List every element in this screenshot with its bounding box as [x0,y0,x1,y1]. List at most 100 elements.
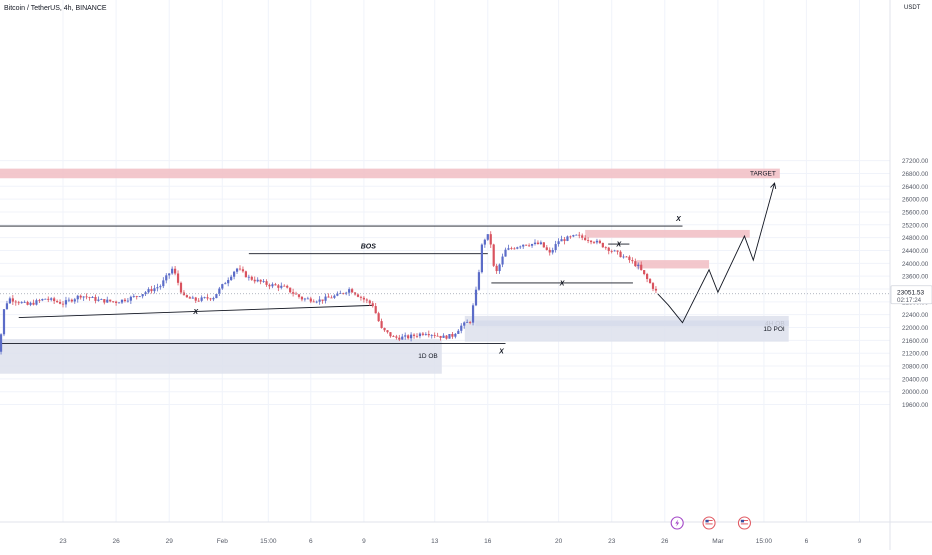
candle [156,287,159,289]
candle [498,264,501,272]
candle [516,247,519,249]
candle [230,276,233,280]
candle [247,276,250,278]
candle [507,248,510,250]
candle [563,239,566,241]
candle [533,242,537,245]
candle [439,335,442,338]
candle [513,248,516,250]
y-tick-label: 26000.00 [902,197,929,204]
candle [648,279,652,284]
candle [112,301,115,303]
candle [454,333,457,337]
candle [274,284,277,286]
candle [212,298,215,300]
candle [318,299,321,302]
x-tick-label: Mar [712,538,724,545]
candle [625,256,628,258]
candle [333,295,336,298]
candle [132,296,135,297]
candle [50,298,53,300]
candle [646,274,649,280]
candle [56,301,59,303]
candle [539,242,542,245]
candle [448,333,451,339]
candle [528,245,531,247]
candle [61,303,65,305]
candle [188,297,191,299]
flag-canton [705,519,709,523]
candle [11,298,14,302]
candle [451,333,454,337]
candle [525,244,528,246]
candle [336,293,339,296]
candle [651,283,655,289]
candle [519,246,522,248]
candle [386,330,389,333]
candle [365,299,368,301]
candle [309,298,312,302]
candle [129,296,132,301]
events-layer [670,516,752,530]
zone-red [636,260,710,269]
candle [548,249,551,253]
y-tick-label: 21200.00 [902,351,929,358]
candle [374,306,377,314]
candle [141,294,144,297]
candle [200,297,203,301]
candle [560,239,563,242]
candle [277,285,280,288]
zone-label: 1D OB [418,353,438,360]
candle [171,268,174,274]
candle [321,299,324,301]
candle [474,289,478,306]
candle [466,322,469,323]
zone-red [0,168,780,179]
candle [330,297,333,299]
candle [418,333,422,337]
candle [389,332,392,337]
candle [91,296,94,298]
us-flag-event-icon [737,516,752,530]
candle [436,335,439,337]
candle [159,286,162,288]
candle [76,295,79,300]
candle [619,251,622,258]
candle [345,292,348,294]
candle [351,289,354,293]
candle [233,271,236,277]
zone-label: 1D POI [763,326,785,333]
candle [371,303,374,307]
candle [256,279,259,282]
candle [457,330,460,334]
lines-layer: X BOS X X X X [0,216,683,356]
candle [300,296,304,300]
x-tick-label: 16 [484,538,492,545]
candle [44,298,47,300]
candle [235,268,239,272]
candle [530,244,534,246]
line-label: X [559,280,566,287]
projection-arrowhead [770,182,777,190]
zone-label: TARGET [750,170,776,177]
candle [312,301,315,303]
candle [383,327,386,331]
candle [315,301,318,303]
candle [348,289,351,293]
candle [477,272,481,290]
candle [592,242,596,243]
candle [268,284,271,287]
y-tick-label: 24000.00 [902,261,929,268]
candle [492,244,495,266]
candle [637,264,640,267]
candle [94,296,97,301]
candle [283,285,286,287]
symbol-title: Bitcoin / TetherUS, 4h, BINANCE [4,5,107,12]
candle [415,335,419,337]
y-tick-label: 27200.00 [902,158,929,165]
y-tick-label: 26800.00 [902,171,929,178]
x-tick-label: 9 [362,538,366,545]
